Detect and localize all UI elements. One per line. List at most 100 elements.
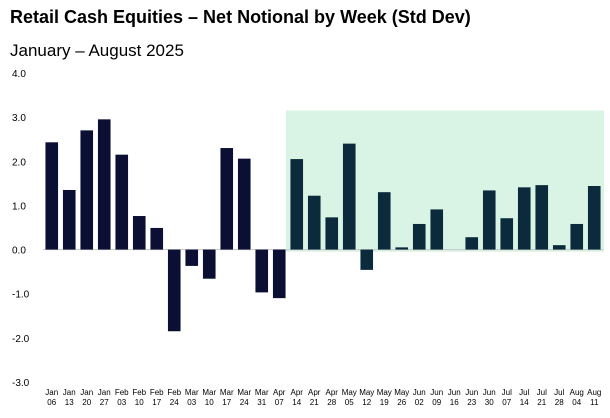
bar	[395, 247, 409, 250]
bar	[430, 209, 444, 250]
bar	[535, 185, 549, 250]
x-tick-day: 21	[310, 398, 319, 407]
x-tick-month: Aug	[570, 388, 584, 397]
x-tick-day: 07	[502, 398, 511, 407]
x-tick-month: Jan	[63, 388, 76, 397]
x-tick-day: 03	[117, 398, 126, 407]
x-tick-day: 17	[152, 398, 161, 407]
bar	[552, 245, 566, 250]
bars-layer	[45, 119, 601, 332]
x-tick-month: May	[394, 388, 409, 397]
bar	[220, 148, 234, 250]
x-tick-month: May	[342, 388, 357, 397]
x-tick-day: 14	[292, 398, 301, 407]
x-tick-month: Mar	[220, 388, 234, 397]
x-tick-day: 13	[65, 398, 74, 407]
y-tick-label: 3.0	[12, 113, 26, 124]
x-tick-day: 02	[415, 398, 424, 407]
bar	[237, 158, 251, 250]
x-tick-month: Apr	[273, 388, 286, 397]
x-tick-day: 04	[572, 398, 581, 407]
bar	[465, 237, 479, 250]
bar	[167, 249, 181, 332]
y-tick-label: -2.0	[12, 334, 30, 345]
x-tick-day: 31	[257, 398, 266, 407]
bar	[272, 249, 286, 299]
x-tick-month: Jul	[519, 388, 529, 397]
x-axis: Jan06Jan13Jan20Jan27Feb03Feb10Feb17Feb24…	[45, 388, 601, 407]
y-tick-label: -1.0	[12, 290, 30, 301]
x-tick-month: Jul	[502, 388, 512, 397]
x-tick-day: 07	[275, 398, 284, 407]
x-tick-month: Jun	[465, 388, 478, 397]
y-tick-label: 4.0	[12, 69, 26, 80]
x-tick-month: Jul	[554, 388, 564, 397]
x-tick-day: 27	[100, 398, 109, 407]
x-tick-day: 06	[47, 398, 56, 407]
x-tick-month: Apr	[308, 388, 321, 397]
x-tick-month: Jul	[537, 388, 547, 397]
x-tick-month: May	[377, 388, 392, 397]
bar	[185, 249, 199, 266]
x-tick-day: 28	[327, 398, 336, 407]
bar	[132, 216, 146, 250]
x-tick-month: Jan	[45, 388, 58, 397]
bar	[412, 223, 426, 250]
x-tick-day: 17	[222, 398, 231, 407]
x-tick-day: 24	[170, 398, 179, 407]
bar	[45, 142, 59, 250]
x-tick-day: 10	[135, 398, 144, 407]
x-tick-day: 09	[432, 398, 441, 407]
bar	[570, 223, 584, 250]
x-tick-month: Jan	[80, 388, 93, 397]
bar	[360, 249, 374, 270]
x-tick-day: 03	[187, 398, 196, 407]
x-tick-month: Feb	[132, 388, 146, 397]
x-tick-month: Apr	[291, 388, 304, 397]
x-tick-month: Mar	[202, 388, 216, 397]
x-tick-day: 30	[485, 398, 494, 407]
bar	[115, 154, 129, 250]
x-tick-month: Mar	[237, 388, 251, 397]
bar	[482, 190, 496, 250]
x-tick-day: 24	[240, 398, 249, 407]
x-tick-day: 23	[467, 398, 476, 407]
bar	[62, 189, 76, 250]
bar	[500, 218, 514, 250]
x-tick-day: 20	[82, 398, 91, 407]
bar	[325, 217, 339, 250]
x-tick-day: 05	[345, 398, 354, 407]
x-tick-day: 12	[362, 398, 371, 407]
bar	[377, 192, 391, 250]
x-tick-day: 14	[520, 398, 529, 407]
y-tick-label: 0.0	[12, 246, 26, 257]
highlight-region-layer	[286, 110, 604, 252]
y-tick-label: -3.0	[12, 378, 30, 389]
x-tick-month: Jun	[483, 388, 496, 397]
x-tick-day: 28	[555, 398, 564, 407]
x-tick-month: Feb	[167, 388, 181, 397]
x-tick-day: 11	[590, 398, 599, 407]
y-tick-label: 2.0	[12, 157, 26, 168]
x-tick-month: Jun	[430, 388, 443, 397]
x-tick-month: Mar	[185, 388, 199, 397]
bar	[290, 159, 304, 250]
bar	[307, 195, 321, 250]
x-tick-month: Feb	[115, 388, 129, 397]
x-tick-month: Apr	[326, 388, 339, 397]
chart-title: Retail Cash Equities – Net Notional by W…	[10, 7, 471, 27]
bar	[517, 187, 531, 250]
bar	[202, 249, 216, 279]
x-tick-month: Mar	[255, 388, 269, 397]
x-tick-month: May	[359, 388, 374, 397]
bar	[587, 186, 601, 250]
bar	[97, 119, 111, 250]
x-tick-day: 10	[205, 398, 214, 407]
x-tick-month: Jun	[448, 388, 461, 397]
x-tick-month: Jun	[413, 388, 426, 397]
bar	[80, 130, 94, 250]
bar	[150, 227, 164, 250]
y-axis: 4.0 3.0 2.0 1.0 0.0 -1.0 -2.0 -3.0	[12, 69, 30, 389]
x-tick-month: Feb	[150, 388, 164, 397]
